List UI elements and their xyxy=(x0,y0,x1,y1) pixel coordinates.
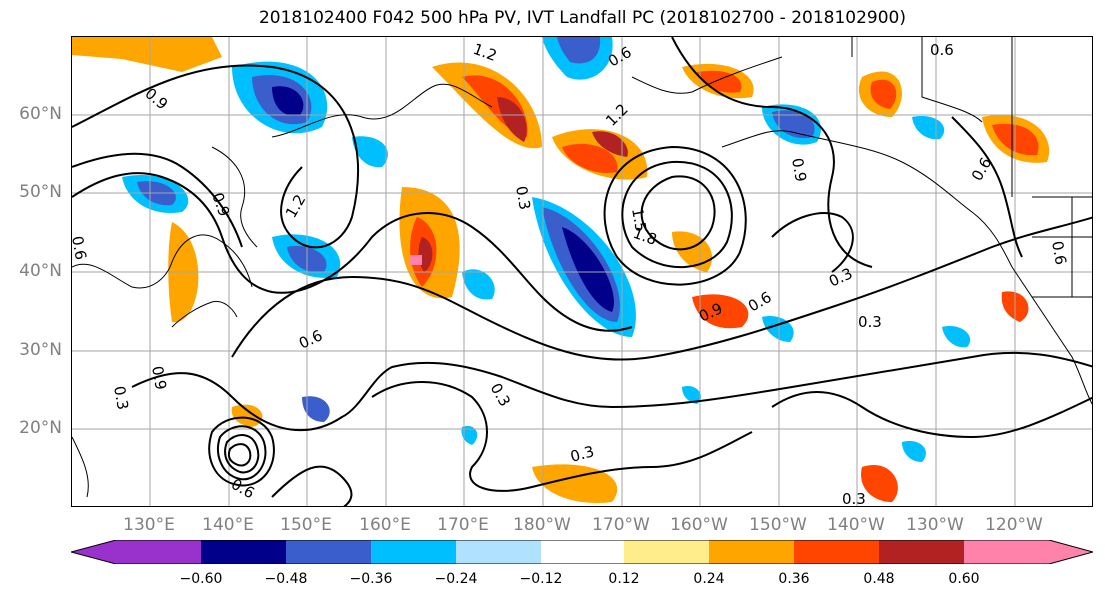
contour-label: 0.6 xyxy=(968,154,996,184)
colorbar-bin xyxy=(541,540,624,564)
colorbar-tick: 0.60 xyxy=(948,571,980,587)
colorbar-tick: −0.60 xyxy=(179,571,223,587)
lon-label-130w: 130°W xyxy=(906,515,964,535)
coastlines xyxy=(72,37,1092,498)
lon-label-120w: 120°W xyxy=(985,515,1043,535)
map-title: 2018102400 F042 500 hPa PV, IVT Landfall… xyxy=(258,8,906,28)
contour-label: 0.9 xyxy=(788,157,810,184)
contour-label: 0.9 xyxy=(141,84,171,113)
contour-label: 1.2 xyxy=(282,191,310,221)
lon-label-180w: 180°W xyxy=(513,515,571,535)
lat-label-50: 50°N xyxy=(19,182,62,202)
lon-label-170e: 170°E xyxy=(437,515,489,535)
lon-label-170w: 170°W xyxy=(592,515,650,535)
colorbar-tick: 0.12 xyxy=(608,571,640,587)
lon-label-140w: 140°W xyxy=(827,515,885,535)
contour-label: 0.3 xyxy=(568,442,596,466)
colorbar-tick: 0.48 xyxy=(863,571,895,587)
colorbar xyxy=(71,540,1093,564)
colorbar-bin xyxy=(709,540,794,564)
colorbar-tick: −0.24 xyxy=(434,571,478,587)
contour-label: 0.3 xyxy=(512,185,534,212)
colorbar-bin xyxy=(456,540,541,564)
colorbar-bin xyxy=(71,540,201,564)
colorbar-tick: 0.36 xyxy=(778,571,810,587)
colorbar-bin xyxy=(371,540,456,564)
contour-label: 0.6 xyxy=(72,235,90,262)
contour-label: 1.2 xyxy=(602,100,632,130)
colorbar-bin xyxy=(879,540,964,564)
graticule xyxy=(72,37,1092,506)
colorbar-tick: −0.48 xyxy=(264,571,308,587)
colorbar-bin xyxy=(624,540,709,564)
colorbar-bin xyxy=(286,540,371,564)
contour-label: 1.8 xyxy=(631,224,660,249)
positive-anomalies xyxy=(72,37,1050,503)
contour-label: 0.3 xyxy=(858,313,882,331)
contour-label: 0.9 xyxy=(148,365,170,392)
map-panel: 0.9 1.2 0.6 0.6 1.2 0.9 1.2 0.9 0.3 1.5 … xyxy=(71,36,1093,507)
lon-label-160e: 160°E xyxy=(359,515,411,535)
lat-label-40: 40°N xyxy=(19,261,62,281)
contour-label: 0.6 xyxy=(745,288,775,316)
lon-label-140e: 140°E xyxy=(202,515,254,535)
colorbar-tick: −0.36 xyxy=(349,571,393,587)
contour-label: 0.6 xyxy=(930,41,954,59)
lat-label-30: 30°N xyxy=(19,340,62,360)
lon-label-160w: 160°W xyxy=(670,515,728,535)
pv-contours xyxy=(72,37,1092,506)
contour-label: 0.6 xyxy=(228,475,258,503)
contour-label: 1.2 xyxy=(471,40,500,65)
colorbar-tick: 0.24 xyxy=(693,571,725,587)
colorbar-tick: −0.12 xyxy=(519,571,563,587)
contour-label: 0.3 xyxy=(487,380,515,410)
contour-label: 0.3 xyxy=(110,385,132,412)
contour-label: 0.6 xyxy=(296,326,325,352)
colorbar-bin xyxy=(794,540,879,564)
colorbar-bin xyxy=(964,540,1093,564)
contour-label: 1.5 xyxy=(628,207,650,234)
lat-label-20: 20°N xyxy=(19,418,62,438)
contour-label: 0.3 xyxy=(842,490,866,507)
contour-label: 0.6 xyxy=(1048,240,1070,267)
lon-label-130e: 130°E xyxy=(123,515,175,535)
colorbar-bin xyxy=(201,540,286,564)
lat-label-60: 60°N xyxy=(19,104,62,124)
lon-label-150w: 150°W xyxy=(749,515,807,535)
contour-label: 0.3 xyxy=(826,264,855,290)
lon-label-150e: 150°E xyxy=(280,515,332,535)
map-svg: 0.9 1.2 0.6 0.6 1.2 0.9 1.2 0.9 0.3 1.5 … xyxy=(72,37,1092,507)
